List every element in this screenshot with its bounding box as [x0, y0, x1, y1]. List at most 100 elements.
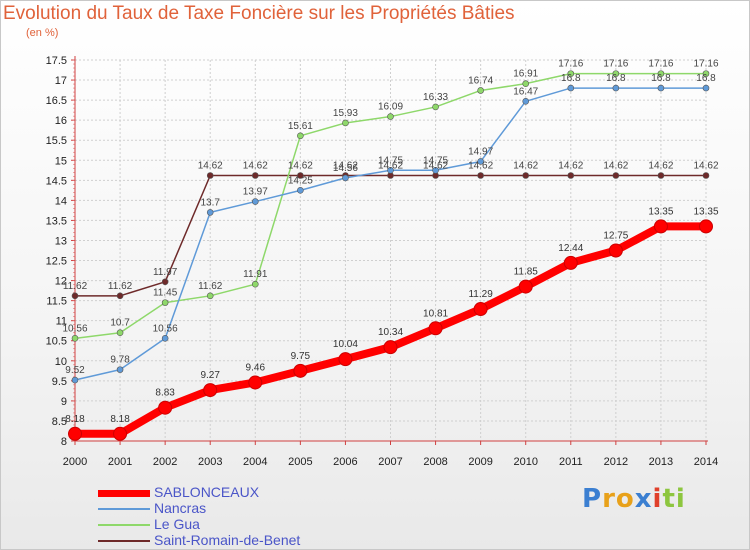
proxiti-logo: Proxiti [582, 484, 686, 514]
data-label: 13.97 [243, 187, 268, 198]
data-label: 13.35 [648, 206, 673, 217]
data-point [477, 87, 484, 94]
data-label: 17.16 [648, 59, 673, 70]
data-label: 10.56 [62, 323, 87, 334]
data-point [563, 255, 578, 270]
logo-letter: i [652, 484, 663, 514]
logo-letter: o [615, 484, 635, 514]
data-point [428, 321, 443, 336]
logo-letter: P [582, 484, 603, 514]
data-point [612, 84, 620, 92]
data-label: 9.27 [200, 370, 220, 381]
data-point [297, 132, 304, 140]
x-tick-label: 2001 [108, 456, 132, 468]
data-label: 14.62 [648, 161, 673, 172]
data-point [567, 70, 575, 77]
legend-label: Saint-Romain-de-Benet [154, 532, 301, 548]
x-tick-label: 2003 [198, 456, 222, 468]
data-label: 16.8 [561, 73, 581, 84]
data-point [248, 375, 263, 390]
x-tick-label: 2009 [468, 456, 492, 468]
data-label: 14.62 [243, 161, 268, 172]
logo-letter: i [675, 484, 686, 514]
data-label: 14.62 [423, 161, 448, 172]
data-label: 14.62 [378, 161, 403, 172]
data-point [116, 366, 124, 373]
data-point [68, 426, 82, 441]
data-label: 11.45 [153, 288, 178, 299]
data-point [251, 280, 259, 288]
y-tick-label: 8 [61, 436, 67, 448]
data-point [342, 174, 349, 182]
data-label: 11.91 [243, 269, 268, 280]
y-tick-label: 10.5 [46, 336, 67, 348]
data-label: 14.62 [693, 161, 718, 172]
data-label: 10.56 [153, 323, 178, 334]
logo-letter: x [634, 484, 653, 514]
data-label: 14.62 [603, 161, 628, 172]
data-point [113, 426, 128, 441]
data-point [158, 400, 173, 415]
data-label: 10.34 [378, 327, 403, 338]
data-label: 14.62 [558, 161, 583, 172]
data-label: 10.04 [333, 339, 358, 350]
legend-label: Le Gua [154, 516, 200, 532]
data-label: 14.25 [288, 175, 313, 186]
data-label: 16.33 [423, 92, 448, 103]
data-point [518, 279, 533, 294]
y-tick-label: 13.5 [46, 215, 67, 227]
data-point [161, 278, 169, 286]
data-label: 8.83 [155, 388, 175, 399]
data-labels: 8.18 8.18 8.83 9.27 9.46 9.75 10.04 10.34 10.81 1… [62, 59, 718, 425]
data-point [161, 299, 169, 306]
data-point [477, 172, 484, 179]
data-point [653, 219, 668, 234]
data-point [522, 80, 530, 87]
data-point [657, 70, 665, 77]
y-tick-label: 12.5 [46, 256, 67, 268]
x-tick-label: 2004 [243, 456, 267, 468]
y-tick-label: 15.5 [46, 135, 67, 147]
x-tick-label: 2012 [604, 456, 628, 468]
data-label: 14.62 [198, 161, 223, 172]
y-tick-label: 12 [55, 276, 67, 288]
legend-label: SABLONCEAUX [154, 484, 260, 500]
data-point [657, 84, 665, 92]
data-label: 13.35 [693, 206, 718, 217]
data-label: 14.62 [468, 161, 493, 172]
data-label: 11.62 [63, 281, 88, 292]
data-point [297, 187, 304, 194]
y-tick-label: 14 [55, 195, 67, 207]
data-label: 17.16 [693, 59, 718, 70]
data-point [432, 103, 439, 111]
y-tick-label: 13 [55, 235, 67, 247]
legend-label: Nancras [154, 500, 207, 516]
data-point [477, 158, 484, 165]
y-tick-label: 11 [56, 316, 67, 328]
data-point [342, 119, 349, 127]
data-label: 12.44 [558, 243, 583, 254]
data-point [71, 335, 79, 342]
y-tick-label: 16.5 [46, 95, 67, 107]
data-point [699, 219, 713, 234]
data-point [293, 363, 308, 378]
x-tick-label: 2013 [649, 456, 673, 468]
data-label: 16.09 [378, 102, 403, 113]
y-tick-label: 10 [55, 356, 67, 368]
data-point [297, 172, 304, 179]
data-label: 16.74 [468, 75, 493, 86]
data-point [161, 335, 169, 342]
data-point [251, 198, 259, 205]
data-label: 11.29 [468, 289, 493, 300]
data-point [206, 292, 214, 300]
legend-swatch [98, 490, 150, 497]
data-label: 16.8 [696, 73, 716, 84]
y-axis-unit-label: (en %) [26, 27, 59, 39]
x-tick-label: 2006 [333, 456, 357, 468]
data-point [608, 243, 623, 258]
data-point [522, 172, 530, 179]
y-tick-label: 17.5 [46, 55, 67, 67]
data-label: 11.97 [153, 267, 178, 278]
